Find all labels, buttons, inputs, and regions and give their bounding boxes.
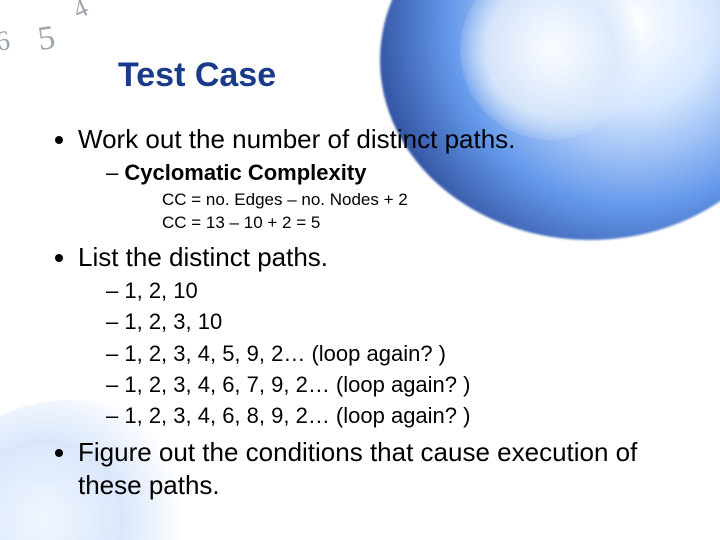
bullet-2: List the distinct paths. 1, 2, 10 1, 2, … (78, 241, 680, 429)
path-5: 1, 2, 3, 4, 6, 8, 9, 2… (loop again? ) (106, 401, 680, 430)
cc-formula-line-1: CC = no. Edges – no. Nodes + 2 (162, 189, 680, 212)
bullet-1-text: Work out the number of distinct paths. (78, 124, 515, 154)
bullet-2-text: List the distinct paths. (78, 242, 328, 272)
cc-formula-line-2: CC = 13 – 10 + 2 = 5 (162, 212, 680, 235)
bullet-1-sub-1-text: Cyclomatic Complexity (124, 160, 366, 185)
path-3: 1, 2, 3, 4, 5, 9, 2… (loop again? ) (106, 339, 680, 368)
bullet-list-level1: Work out the number of distinct paths. C… (40, 123, 680, 502)
path-4: 1, 2, 3, 4, 6, 7, 9, 2… (loop again? ) (106, 370, 680, 399)
bullet-1-sub-1-lines: CC = no. Edges – no. Nodes + 2 CC = 13 –… (106, 189, 680, 235)
slide-content: Test Case Work out the number of distinc… (0, 0, 720, 502)
bullet-3: Figure out the conditions that cause exe… (78, 436, 680, 503)
bullet-1-sub-1: Cyclomatic Complexity CC = no. Edges – n… (106, 158, 680, 235)
bullet-1: Work out the number of distinct paths. C… (78, 123, 680, 235)
bullet-1-sublist: Cyclomatic Complexity CC = no. Edges – n… (78, 158, 680, 235)
bullet-3-text: Figure out the conditions that cause exe… (78, 437, 637, 500)
slide-container: 6 5 4 Test Case Work out the number of d… (0, 0, 720, 540)
path-1: 1, 2, 10 (106, 276, 680, 305)
path-2: 1, 2, 3, 10 (106, 307, 680, 336)
slide-title: Test Case (118, 56, 680, 95)
bullet-2-sublist: 1, 2, 10 1, 2, 3, 10 1, 2, 3, 4, 5, 9, 2… (78, 276, 680, 429)
